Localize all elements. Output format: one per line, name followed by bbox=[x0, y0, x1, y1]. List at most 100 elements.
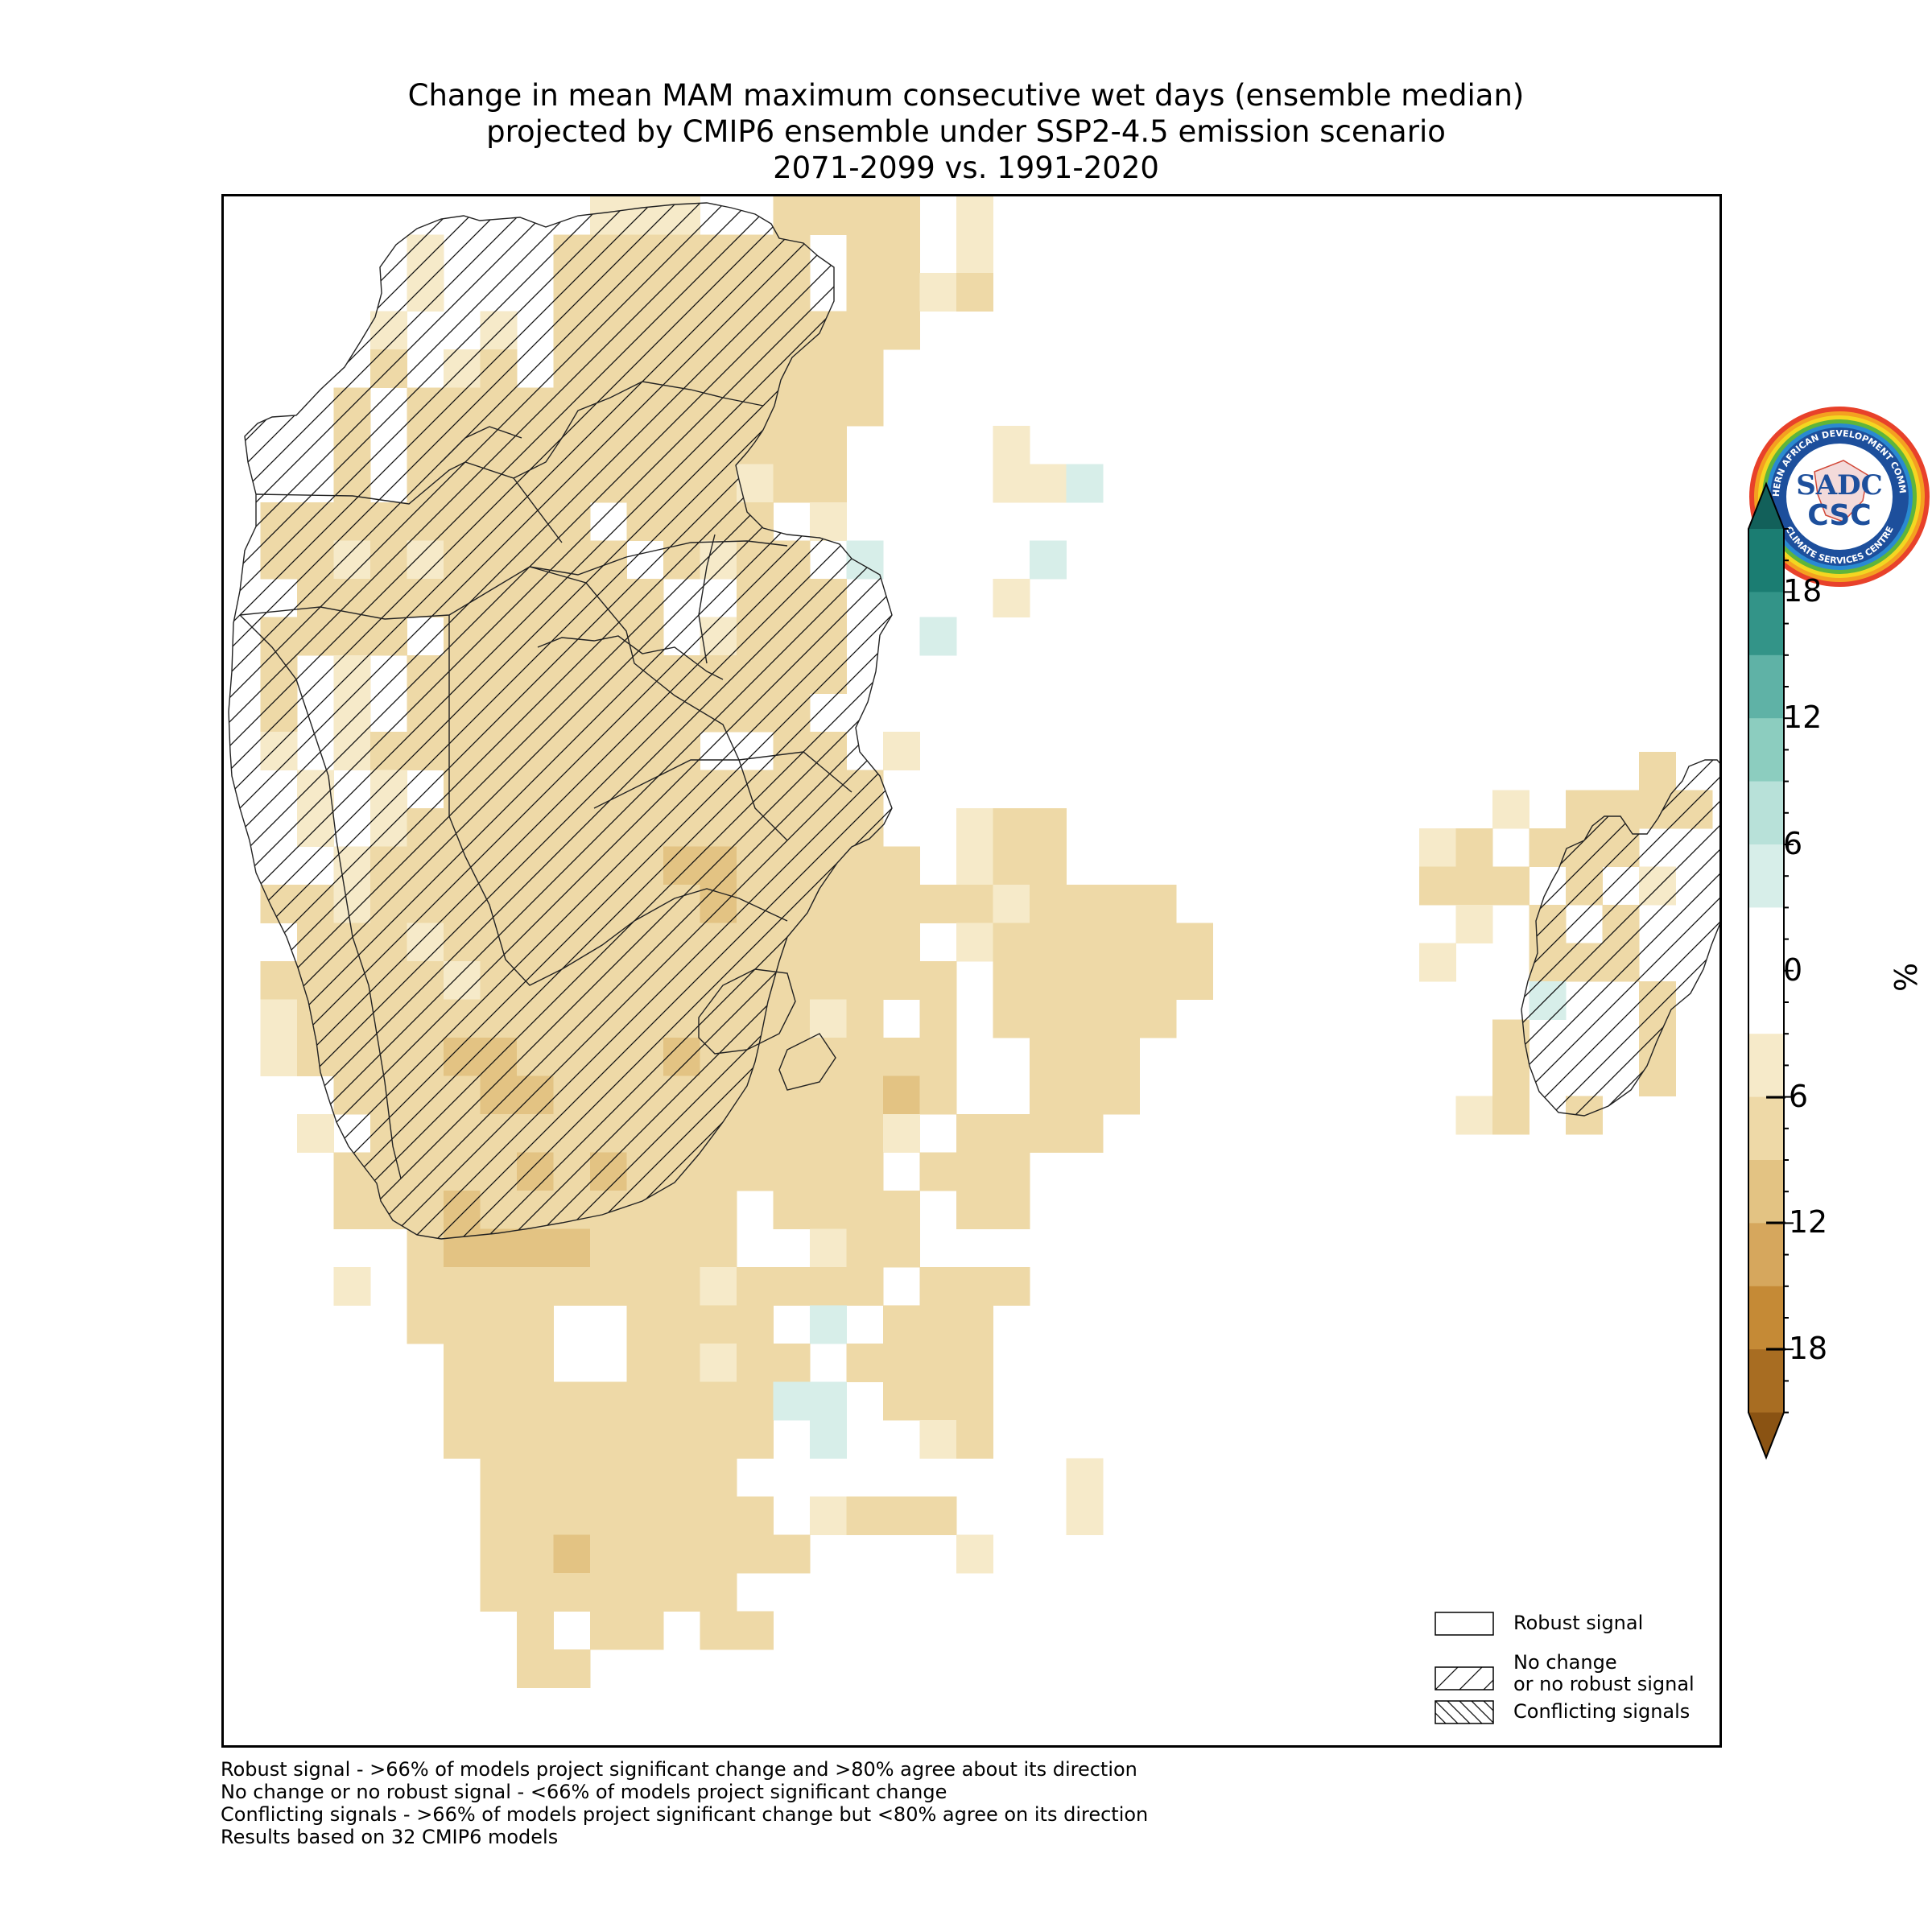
grid-cell bbox=[993, 579, 1030, 617]
grid-cell bbox=[810, 1267, 847, 1306]
grid-cell bbox=[919, 1344, 957, 1382]
grid-cell bbox=[1419, 866, 1456, 906]
grid-cell bbox=[883, 234, 920, 274]
grid-cell bbox=[1066, 1496, 1104, 1535]
grid-cell bbox=[956, 1420, 993, 1459]
grid-cell bbox=[626, 1228, 664, 1268]
mainland-coastline bbox=[228, 202, 893, 1240]
colorbar-segment bbox=[1748, 718, 1784, 782]
grid-cell bbox=[260, 961, 298, 1000]
grid-cell bbox=[444, 1420, 481, 1459]
grid-cell bbox=[773, 196, 811, 235]
country-border bbox=[448, 615, 788, 986]
grid-cell bbox=[737, 1152, 774, 1191]
grid-cell bbox=[480, 1305, 518, 1344]
grid-cell bbox=[517, 1611, 554, 1650]
grid-cell bbox=[626, 1305, 664, 1344]
grid-cell bbox=[333, 1191, 371, 1229]
grid-cell bbox=[919, 1152, 957, 1191]
grid-cell bbox=[480, 1420, 518, 1459]
grid-cell bbox=[993, 885, 1030, 923]
grid-cell bbox=[846, 1114, 884, 1153]
grid-cell bbox=[773, 1191, 811, 1229]
grid-cell bbox=[553, 1458, 591, 1497]
colorbar bbox=[1748, 481, 1794, 1460]
grid-cell bbox=[700, 1420, 737, 1459]
grid-cell bbox=[333, 1267, 371, 1306]
grid-cell bbox=[810, 196, 847, 235]
grid-cell bbox=[480, 1228, 518, 1268]
grid-cell bbox=[956, 846, 993, 886]
grid-cell bbox=[517, 1496, 554, 1535]
grid-cell bbox=[737, 1344, 774, 1382]
grid-cell bbox=[480, 1381, 518, 1421]
grid-cell bbox=[626, 1611, 664, 1650]
grid-cell bbox=[1030, 464, 1067, 503]
colorbar-extend-bottom bbox=[1748, 1412, 1784, 1458]
grid-cell bbox=[1529, 828, 1567, 867]
grid-cell bbox=[553, 1573, 591, 1612]
grid-cell bbox=[1066, 1114, 1104, 1153]
grid-cell bbox=[517, 1381, 554, 1421]
grid-cell bbox=[590, 1496, 627, 1535]
legend-swatch-no-change bbox=[1435, 1666, 1494, 1690]
grid-cell bbox=[846, 1152, 884, 1191]
grid-cell bbox=[810, 961, 847, 1000]
grid-cell bbox=[773, 426, 811, 464]
country-border bbox=[440, 426, 522, 463]
grid-cell bbox=[846, 961, 884, 1000]
grid-cell bbox=[444, 1267, 481, 1306]
grid-cell bbox=[1066, 961, 1104, 1000]
grid-cell bbox=[1492, 1096, 1530, 1135]
colorbar-segment bbox=[1748, 1096, 1784, 1161]
grid-cell bbox=[590, 1611, 627, 1650]
grid-cell bbox=[700, 1152, 737, 1191]
country-border bbox=[537, 635, 724, 680]
sadc-csc-logo: SOUTHERN AFRICAN DEVELOPMENT COMMUNITY C… bbox=[1747, 404, 1930, 587]
grid-cell bbox=[480, 1267, 518, 1306]
country-border bbox=[529, 566, 788, 841]
grid-cell bbox=[883, 1381, 920, 1421]
colorbar-segment bbox=[1748, 1160, 1784, 1224]
logo-mark-bottom: CSC bbox=[1807, 499, 1871, 532]
grid-cell bbox=[700, 1381, 737, 1421]
grid-cell bbox=[919, 1496, 957, 1535]
grid-cell bbox=[553, 1649, 591, 1688]
grid-cell bbox=[883, 311, 920, 350]
grid-cell bbox=[993, 808, 1030, 847]
grid-cell bbox=[773, 1075, 811, 1115]
grid-cell bbox=[1030, 846, 1067, 886]
grid-cell bbox=[626, 1381, 664, 1421]
grid-cell bbox=[810, 1038, 847, 1076]
grid-cell bbox=[553, 1228, 591, 1268]
grid-cell bbox=[663, 1381, 700, 1421]
grid-cell bbox=[810, 1075, 847, 1115]
grid-cell bbox=[737, 1496, 774, 1535]
grid-cell bbox=[626, 1534, 664, 1574]
logo-mark-top: SADC bbox=[1796, 469, 1882, 502]
colorbar-segment bbox=[1748, 529, 1784, 592]
grid-cell bbox=[1103, 1038, 1140, 1076]
grid-cell bbox=[590, 1573, 627, 1612]
grid-cell bbox=[773, 1267, 811, 1306]
colorbar-tick-label: 6 bbox=[1783, 826, 1803, 861]
country-border bbox=[778, 1033, 836, 1091]
grid-cell bbox=[846, 1228, 884, 1268]
colorbar-unit-label: % bbox=[1889, 962, 1925, 993]
colorbar-segments bbox=[1748, 481, 1785, 1460]
grid-cell bbox=[810, 349, 847, 388]
grid-cell bbox=[919, 961, 957, 1000]
grid-cell bbox=[993, 961, 1030, 1000]
grid-cell bbox=[956, 923, 993, 962]
country-border bbox=[593, 751, 852, 809]
grid-cell bbox=[919, 1305, 957, 1344]
grid-cell bbox=[810, 1496, 847, 1535]
grid-cell bbox=[883, 1075, 920, 1115]
grid-cell bbox=[1030, 885, 1067, 923]
grid-cell bbox=[919, 999, 957, 1038]
grid-cell bbox=[883, 273, 920, 312]
grid-cell bbox=[810, 1191, 847, 1229]
footnote-3: Conflicting signals - >66% of models pro… bbox=[221, 1803, 1149, 1826]
grid-cell bbox=[810, 502, 847, 541]
grid-cell bbox=[883, 732, 920, 770]
